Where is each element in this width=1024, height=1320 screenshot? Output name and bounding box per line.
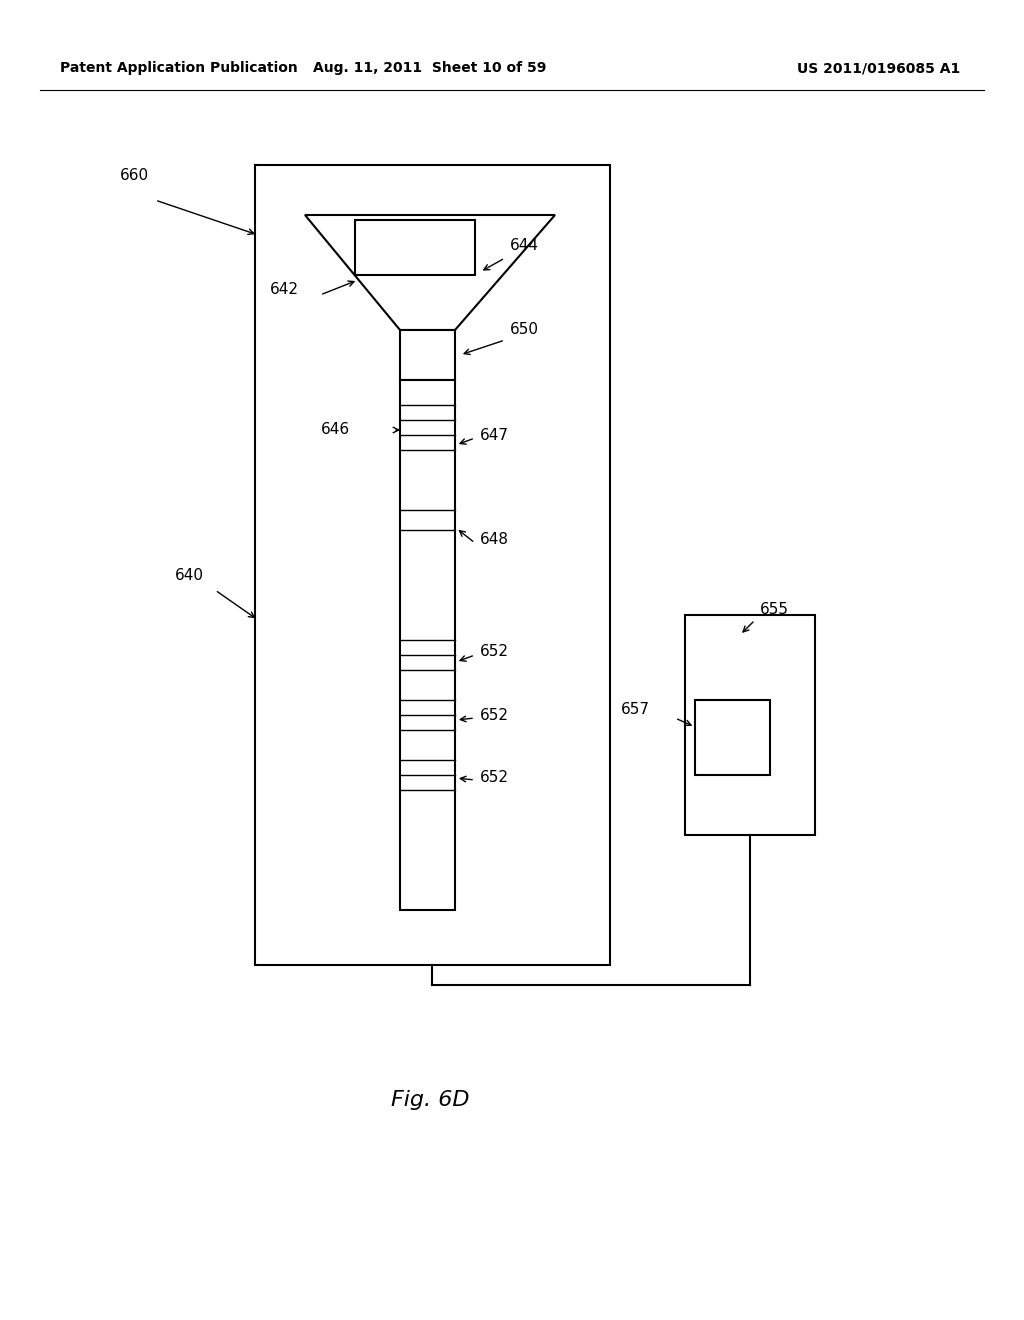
Bar [400, 380, 455, 909]
Text: 655: 655 [760, 602, 790, 618]
Polygon shape [305, 215, 555, 330]
Bar [685, 615, 815, 836]
Bar [695, 700, 770, 775]
Text: US 2011/0196085 A1: US 2011/0196085 A1 [797, 61, 961, 75]
Text: 640: 640 [175, 568, 204, 582]
Text: 644: 644 [510, 238, 539, 252]
Bar [355, 220, 475, 275]
Text: 647: 647 [480, 428, 509, 442]
Text: 652: 652 [480, 708, 509, 722]
Text: 646: 646 [321, 422, 350, 437]
Text: 648: 648 [480, 532, 509, 548]
Text: Patent Application Publication: Patent Application Publication [60, 61, 298, 75]
Text: Aug. 11, 2011  Sheet 10 of 59: Aug. 11, 2011 Sheet 10 of 59 [313, 61, 547, 75]
Text: Fig. 6D: Fig. 6D [391, 1090, 469, 1110]
Text: 652: 652 [480, 644, 509, 660]
Bar [400, 330, 455, 380]
Text: 652: 652 [480, 771, 509, 785]
Bar [255, 165, 610, 965]
Text: 657: 657 [621, 702, 650, 718]
Text: 660: 660 [120, 168, 150, 182]
Text: 650: 650 [510, 322, 539, 338]
Text: 642: 642 [270, 282, 299, 297]
